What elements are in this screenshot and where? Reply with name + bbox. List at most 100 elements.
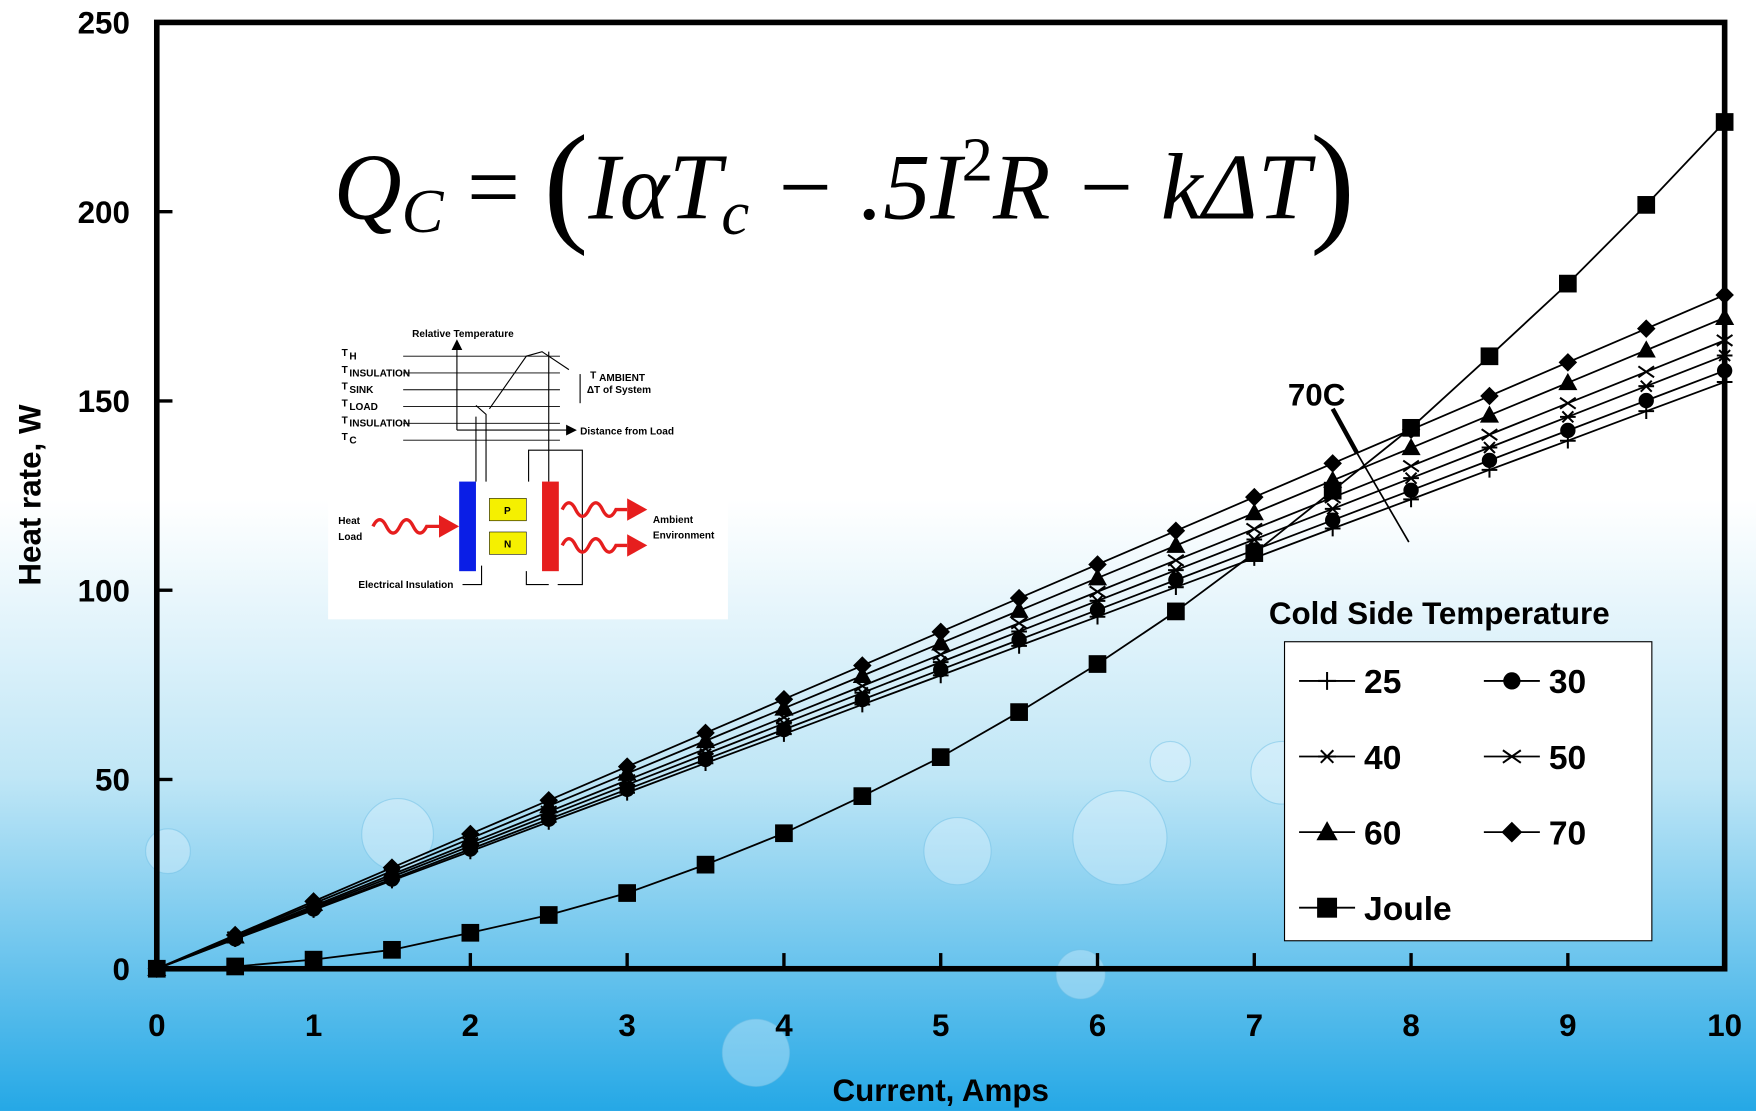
marker [1245, 522, 1263, 536]
ambient-label: Ambient [653, 515, 694, 526]
inset-lines [451, 339, 583, 586]
x-tick-label: 8 [1402, 1008, 1419, 1043]
marker [1402, 459, 1420, 473]
marker [1089, 585, 1106, 599]
level-sub: H [349, 352, 356, 363]
marker [1559, 274, 1577, 293]
marker [383, 940, 401, 959]
marker [1559, 396, 1577, 410]
marker [696, 855, 715, 874]
marker [696, 723, 715, 743]
marker [853, 787, 872, 805]
marker [1325, 512, 1341, 528]
marker [1323, 454, 1342, 473]
legend-label: 60 [1364, 815, 1401, 852]
marker [774, 689, 794, 709]
marker [1716, 349, 1733, 362]
marker [1317, 897, 1338, 918]
marker [1715, 113, 1734, 131]
y-axis-label: Heat rate, W [12, 404, 47, 586]
legend-label: 50 [1549, 740, 1586, 777]
marker [1009, 600, 1029, 618]
level-symbol: T [342, 415, 349, 426]
marker [461, 923, 480, 942]
equation: QC = (IαTc − .5I2R − kΔT) [334, 108, 1355, 257]
level-sub: LOAD [349, 402, 378, 413]
heat-load-label: Load [338, 532, 362, 543]
marker [1087, 568, 1108, 586]
marker [304, 892, 323, 911]
marker [931, 633, 951, 651]
x-tick-label: 6 [1089, 1008, 1106, 1043]
marker [1166, 535, 1186, 553]
y-tick-label: 100 [78, 573, 130, 608]
level-symbol: T [342, 382, 349, 393]
marker [1481, 428, 1498, 441]
eq-part: = [443, 135, 543, 239]
y-tick-label: 150 [78, 384, 130, 419]
legend-label: 70 [1549, 815, 1586, 852]
marker [1009, 588, 1029, 608]
marker [1168, 563, 1184, 577]
marker [1089, 602, 1106, 618]
marker [1244, 503, 1264, 521]
marker [1401, 437, 1421, 456]
marker [1637, 196, 1656, 214]
marker [1011, 632, 1027, 648]
marker [225, 925, 245, 945]
series-group [147, 113, 1735, 979]
marker [1636, 319, 1656, 338]
level-symbol: T [342, 348, 349, 359]
marker [1324, 502, 1341, 516]
x-tick-label: 4 [775, 1008, 793, 1043]
x-tick-label: 5 [932, 1008, 949, 1043]
marker [617, 757, 637, 776]
marker [1088, 655, 1107, 673]
marker [1010, 616, 1028, 630]
marker [1637, 365, 1655, 379]
delta-label: ΔT of System [587, 385, 651, 396]
legend: 25 30 40 50 60 70 Joule [1283, 641, 1653, 942]
marker [1715, 285, 1734, 305]
y-tick-label: 200 [78, 195, 130, 230]
marker [932, 648, 950, 661]
marker [852, 665, 872, 684]
level-sub: INSULATION [349, 419, 410, 430]
marker [1403, 471, 1419, 485]
heat-arrows [371, 501, 628, 554]
marker [1316, 821, 1338, 841]
y-tick-label: 0 [112, 952, 129, 987]
marker [931, 748, 950, 766]
marker [1088, 555, 1107, 574]
droplets [145, 740, 1315, 1087]
marker [382, 858, 402, 877]
eq-paren: ( [544, 108, 589, 257]
p-leg [489, 498, 527, 522]
cold-plate [459, 481, 476, 572]
eq-sub: C [402, 176, 445, 246]
level-sub: C [349, 436, 356, 447]
eq-paren: ) [1310, 108, 1355, 257]
marker [539, 791, 559, 810]
legend-box [1283, 641, 1653, 942]
x-tick-label: 3 [618, 1008, 635, 1043]
eq-part: − .5I [749, 135, 965, 239]
marker [304, 950, 323, 969]
p-label: P [504, 506, 511, 517]
eq-sub: c [721, 178, 749, 248]
marker [1481, 452, 1498, 469]
marker [1480, 386, 1499, 406]
marker [1558, 372, 1578, 391]
marker [461, 824, 480, 844]
heat-load-label: Heat [338, 516, 360, 527]
level-sub: INSULATION [349, 368, 410, 379]
level-sub: SINK [349, 385, 374, 396]
legend-label: 40 [1364, 740, 1401, 777]
inset-title: Relative Temperature [412, 329, 514, 340]
annotation: 70C [1288, 377, 1346, 412]
marker [1638, 379, 1655, 393]
marker [539, 906, 558, 924]
eq-part: R − kΔT [992, 135, 1316, 239]
eq-sup: 2 [962, 124, 993, 194]
level-symbol: T [342, 432, 349, 443]
